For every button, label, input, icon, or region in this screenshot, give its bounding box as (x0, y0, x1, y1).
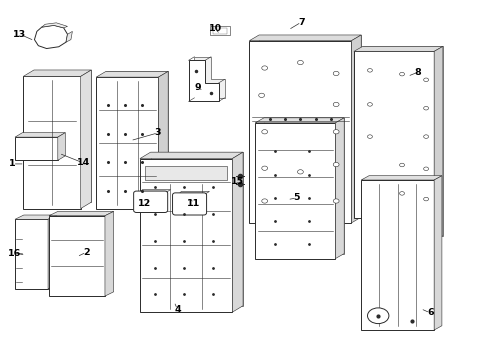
Circle shape (367, 68, 372, 72)
Polygon shape (15, 215, 57, 219)
Polygon shape (48, 215, 57, 289)
Circle shape (297, 60, 303, 65)
Polygon shape (15, 219, 48, 289)
Text: 9: 9 (195, 83, 201, 92)
Text: 7: 7 (298, 18, 304, 27)
Circle shape (399, 72, 404, 76)
Text: 11: 11 (187, 199, 200, 208)
Circle shape (261, 166, 267, 170)
Polygon shape (232, 152, 243, 312)
Polygon shape (353, 51, 433, 241)
Polygon shape (351, 35, 361, 223)
Text: 8: 8 (414, 68, 421, 77)
Text: 4: 4 (174, 305, 181, 314)
Polygon shape (96, 77, 158, 208)
Polygon shape (106, 71, 168, 203)
Polygon shape (66, 31, 72, 42)
Polygon shape (353, 46, 442, 51)
Text: 16: 16 (8, 249, 21, 258)
Circle shape (261, 130, 267, 134)
Polygon shape (194, 57, 224, 98)
Text: 15: 15 (230, 177, 244, 186)
Polygon shape (34, 70, 91, 202)
Text: 5: 5 (293, 193, 300, 202)
Polygon shape (433, 46, 442, 241)
Text: 10: 10 (208, 24, 222, 33)
Polygon shape (335, 118, 344, 258)
Bar (210, 26, 229, 35)
Polygon shape (178, 192, 209, 195)
Circle shape (261, 199, 267, 203)
Polygon shape (41, 23, 67, 28)
Polygon shape (15, 132, 65, 137)
Bar (144, 166, 227, 180)
Polygon shape (49, 216, 105, 296)
Circle shape (423, 135, 427, 138)
Circle shape (423, 167, 427, 171)
Text: 12: 12 (138, 199, 151, 208)
Circle shape (399, 192, 404, 195)
Text: 14: 14 (76, 158, 89, 167)
Circle shape (399, 163, 404, 167)
Polygon shape (150, 152, 243, 306)
Text: 2: 2 (83, 248, 90, 257)
Polygon shape (23, 70, 91, 76)
Polygon shape (96, 71, 168, 77)
FancyBboxPatch shape (172, 193, 206, 215)
Polygon shape (158, 71, 168, 208)
Polygon shape (362, 46, 442, 236)
Polygon shape (188, 60, 218, 102)
Polygon shape (23, 76, 81, 208)
Polygon shape (249, 35, 361, 41)
Circle shape (332, 102, 338, 107)
Text: 6: 6 (426, 309, 433, 318)
Polygon shape (433, 176, 441, 330)
Circle shape (423, 197, 427, 201)
Polygon shape (264, 118, 344, 253)
Text: 1: 1 (9, 159, 16, 168)
Polygon shape (139, 190, 170, 193)
Polygon shape (255, 123, 335, 258)
Polygon shape (140, 158, 232, 312)
Circle shape (423, 78, 427, 82)
Polygon shape (15, 137, 58, 160)
Circle shape (258, 93, 264, 98)
Circle shape (367, 103, 372, 106)
Polygon shape (34, 25, 67, 49)
Polygon shape (140, 152, 243, 158)
Polygon shape (361, 176, 441, 180)
Bar (268, 183, 304, 205)
Bar (212, 28, 227, 33)
Circle shape (367, 308, 388, 324)
Polygon shape (58, 132, 65, 160)
Text: 3: 3 (154, 129, 161, 138)
Polygon shape (259, 35, 361, 217)
Polygon shape (249, 41, 351, 223)
Circle shape (367, 135, 372, 138)
Polygon shape (81, 70, 91, 208)
Polygon shape (361, 180, 433, 330)
Polygon shape (105, 211, 114, 296)
Circle shape (332, 162, 338, 167)
Circle shape (332, 130, 338, 134)
Polygon shape (255, 118, 344, 123)
Circle shape (332, 199, 338, 203)
Text: 13: 13 (13, 30, 26, 39)
Circle shape (423, 107, 427, 110)
Circle shape (332, 71, 338, 76)
Polygon shape (49, 211, 114, 216)
Circle shape (261, 66, 267, 70)
Circle shape (297, 170, 303, 174)
Bar (372, 193, 401, 212)
FancyBboxPatch shape (133, 191, 167, 212)
